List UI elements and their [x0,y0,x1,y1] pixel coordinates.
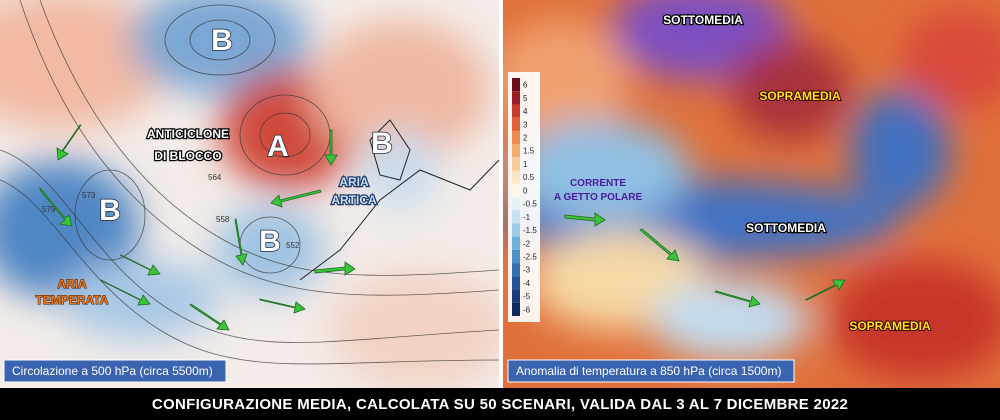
colorbar-swatch [512,91,520,105]
contour-label: 573 [82,191,96,200]
colorbar-swatch [512,236,520,250]
colorbar-tick: 0 [523,186,528,195]
divider [499,0,503,388]
colorbar-tick: -2 [523,239,531,248]
contour-label: 552 [286,241,300,250]
pressure-label: B [371,127,393,160]
colorbar-swatch [512,157,520,171]
colorbar-swatch [512,170,520,184]
colorbar-tick: -3 [523,266,531,275]
map-label: ARIA [57,277,87,291]
colorbar-swatch [512,289,520,303]
caption: Circolazione a 500 hPa (circa 5500m) [12,364,213,378]
footer-bar [0,388,1000,420]
colorbar-tick: 1 [523,160,528,169]
colorbar-swatch [512,144,520,158]
colorbar-swatch [512,117,520,131]
map-label: TEMPERATA [36,293,109,307]
map-label: ARIA [339,175,369,189]
map-label: ARTICA [331,193,377,207]
map-label: CORRENTE [570,178,626,189]
caption-box [3,359,227,383]
colorbar-tick: -0.5 [523,200,537,209]
map-label: SOPRAMEDIA [759,89,841,103]
pressure-label: B [259,225,281,258]
colorbar: 6 5 4 3 2 1.5 1 0.5 0 -0.5 -1 -1.5 -2 -2.5 -3 -4 -5 -6 [512,78,537,316]
footer-text: CONFIGURAZIONE MEDIA, CALCOLATA SU 50 SC… [152,396,848,413]
map-label: A GETTO POLARE [554,192,643,203]
colorbar-tick: 3 [523,120,528,129]
colorbar-swatch [512,263,520,277]
colorbar-swatch [512,104,520,118]
pressure-label: B [99,194,121,227]
colorbar-tick: -2.5 [523,253,537,262]
left-map: B A B B B ANTICICLONE DI BLOCCO ARIA ART… [0,0,499,388]
caption-box [507,359,795,383]
colorbar-swatch [512,130,520,145]
colorbar-tick: 4 [523,107,528,116]
colorbar-tick: 5 [523,94,528,103]
colorbar-swatch [512,276,520,290]
colorbar-swatch [512,223,520,237]
pressure-label: A [267,130,289,163]
contour-label: 564 [208,173,222,182]
colorbar-swatch [512,249,520,264]
colorbar-swatch [512,302,520,316]
pressure-label: B [211,24,233,57]
map-label: SOPRAMEDIA [849,319,931,333]
contour-label: 579 [42,205,56,214]
contour-label: 558 [216,215,230,224]
colorbar-tick: -1 [523,213,531,222]
colorbar-tick: -5 [523,292,531,301]
right-map: 6 5 4 3 2 1.5 1 0.5 0 -0.5 -1 -1.5 -2 -2.5 -3 -4 -5 -6 SO… [503,0,1000,388]
colorbar-tick: -6 [523,305,531,314]
map-label: SOTTOMEDIA [663,13,743,27]
colorbar-swatch [512,210,520,224]
map-label: ANTICICLONE [147,127,229,141]
colorbar-tick: -4 [523,279,531,288]
colorbar-swatch [512,197,520,211]
colorbar-tick: 0.5 [523,173,535,182]
map-label: SOTTOMEDIA [746,221,826,235]
colorbar-tick: -1.5 [523,226,537,235]
colorbar-swatch [512,183,520,197]
colorbar-tick: 6 [523,81,528,90]
colorbar-tick: 2 [523,134,528,143]
colorbar-tick: 1.5 [523,147,535,156]
map-label: DI BLOCCO [154,149,221,163]
colorbar-swatch [512,78,520,92]
caption: Anomalia di temperatura a 850 hPa (circa… [516,364,781,378]
